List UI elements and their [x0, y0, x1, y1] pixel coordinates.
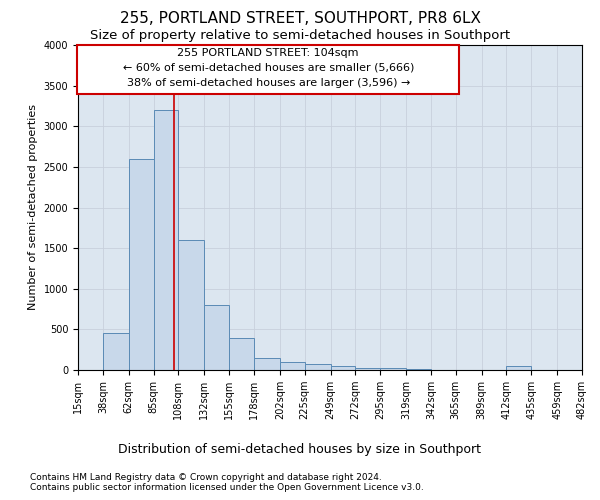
Bar: [305, 364, 331, 370]
Text: Distribution of semi-detached houses by size in Southport: Distribution of semi-detached houses by …: [119, 442, 482, 456]
Bar: [406, 369, 431, 370]
Y-axis label: Number of semi-detached properties: Number of semi-detached properties: [28, 104, 38, 310]
Bar: [254, 358, 280, 370]
Bar: [331, 366, 355, 370]
Text: Contains HM Land Registry data © Crown copyright and database right 2024.: Contains HM Land Registry data © Crown c…: [30, 472, 382, 482]
Bar: [506, 366, 531, 370]
Text: Contains public sector information licensed under the Open Government Licence v3: Contains public sector information licen…: [30, 484, 424, 492]
Bar: [154, 110, 178, 370]
Bar: [178, 240, 204, 370]
Bar: [380, 368, 406, 370]
Bar: [103, 334, 129, 370]
Text: ← 60% of semi-detached houses are smaller (5,666): ← 60% of semi-detached houses are smalle…: [122, 62, 414, 72]
Bar: [355, 368, 380, 370]
FancyBboxPatch shape: [77, 45, 459, 94]
Text: 255, PORTLAND STREET, SOUTHPORT, PR8 6LX: 255, PORTLAND STREET, SOUTHPORT, PR8 6LX: [119, 11, 481, 26]
Bar: [229, 338, 254, 370]
Text: 255 PORTLAND STREET: 104sqm: 255 PORTLAND STREET: 104sqm: [178, 48, 359, 58]
Bar: [129, 159, 154, 370]
Text: Size of property relative to semi-detached houses in Southport: Size of property relative to semi-detach…: [90, 29, 510, 42]
Bar: [280, 362, 305, 370]
Bar: [204, 305, 229, 370]
Text: 38% of semi-detached houses are larger (3,596) →: 38% of semi-detached houses are larger (…: [127, 78, 410, 88]
